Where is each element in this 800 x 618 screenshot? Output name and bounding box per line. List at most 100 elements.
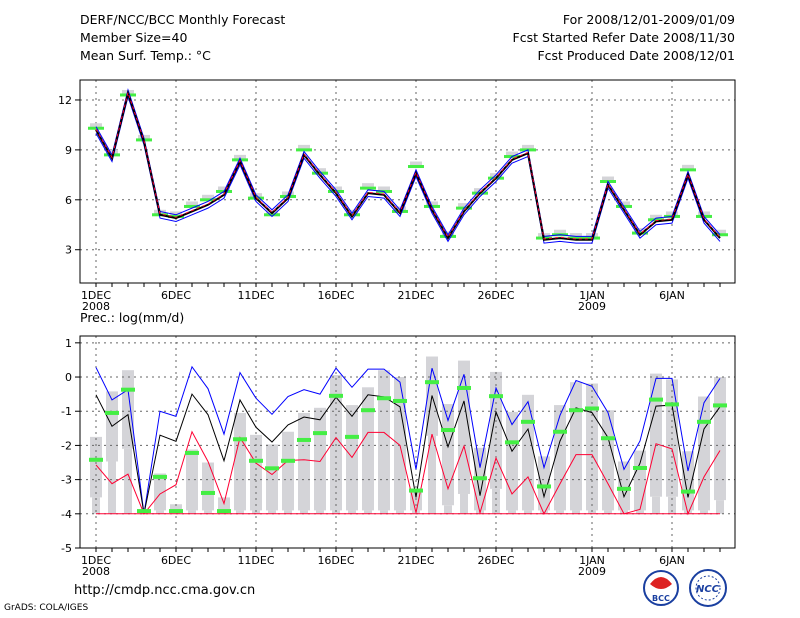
range-bar [314, 168, 326, 174]
range-bar-tail [300, 510, 308, 514]
range-bar-tail [188, 510, 196, 514]
observed-mark [105, 410, 119, 415]
y-tick-label: 1 [65, 337, 72, 350]
range-bar [522, 144, 534, 150]
range-bar [618, 461, 630, 511]
y-tick-label: 9 [65, 144, 72, 157]
mean-line [95, 393, 721, 514]
observed-mark [713, 403, 727, 408]
observed-mark [361, 408, 375, 413]
range-bar [602, 176, 614, 182]
observed-mark [168, 214, 184, 218]
range-bar [362, 183, 374, 189]
range-bar-tail [572, 510, 580, 514]
plot-frame [79, 335, 736, 549]
observed-mark [360, 186, 376, 190]
range-bar [410, 489, 422, 511]
observed-mark [489, 394, 503, 399]
observed-mark [457, 385, 471, 390]
variable-label: Mean Surf. Temp.: °C [80, 48, 211, 63]
observed-mark [617, 486, 631, 491]
range-bar-tail [444, 505, 452, 514]
range-bar [634, 450, 646, 511]
range-bar [378, 370, 390, 511]
y-tick-label: -3 [61, 474, 72, 487]
x-tick-sublabel: 2009 [578, 300, 606, 313]
grads-credit: GrADS: COLA/IGES [4, 603, 89, 613]
observed-mark [88, 126, 104, 130]
observed-mark [521, 419, 535, 424]
range-bar-tail [556, 510, 564, 514]
range-bar-tail [524, 510, 532, 514]
observed-mark [505, 440, 519, 445]
range-bar [170, 504, 182, 511]
observed-mark [297, 437, 311, 442]
lower-spread-line [95, 94, 721, 244]
range-bar [250, 434, 262, 511]
lower-line [95, 430, 721, 516]
observed-mark [264, 213, 280, 217]
range-bar-tail [396, 510, 404, 514]
precip-label: Prec.: log(mm/d) [80, 310, 185, 325]
range-bar-tail [492, 488, 500, 514]
x-tick-label: 6JAN [659, 554, 685, 567]
range-bar [170, 211, 182, 217]
y-tick-label: 12 [58, 94, 72, 107]
observed-mark [648, 218, 664, 222]
range-bar [282, 431, 294, 511]
range-bar [698, 211, 710, 217]
range-bar [266, 444, 278, 511]
observed-mark [681, 489, 695, 494]
website-url[interactable]: http://cmdp.ncc.cma.gov.cn [74, 583, 256, 598]
range-bar [682, 164, 694, 170]
range-bar [650, 373, 662, 497]
range-bar [426, 201, 438, 207]
range-bar-tail [652, 496, 660, 514]
range-bar [234, 412, 246, 511]
range-bar [186, 449, 198, 511]
range-bar [586, 383, 598, 511]
observed-mark [377, 396, 391, 401]
forecast-started: Fcst Started Refer Date 2008/11/30 [512, 30, 736, 45]
range-bar [618, 201, 630, 207]
range-bar-tail [348, 510, 356, 514]
range-bar [554, 405, 566, 511]
range-bar [122, 370, 134, 449]
observed-mark [185, 450, 199, 455]
x-tick-label: 6DEC [161, 554, 191, 567]
range-bar [666, 211, 678, 217]
y-tick-label: 3 [65, 244, 72, 257]
range-bar-tail [252, 510, 260, 514]
range-bar [202, 194, 214, 200]
observed-mark [568, 236, 584, 240]
range-bar [458, 203, 470, 209]
upper-line [95, 365, 721, 514]
range-bar-tail [700, 510, 708, 514]
range-bar-tail [588, 510, 596, 514]
range-bar [570, 233, 582, 239]
chart-title: DERF/NCC/BCC Monthly Forecast [80, 12, 286, 27]
observed-mark [233, 437, 247, 442]
observed-mark [569, 408, 583, 413]
range-bar [218, 186, 230, 192]
y-tick-label: 0 [65, 371, 72, 384]
plot-frame [79, 79, 736, 284]
observed-mark [441, 428, 455, 433]
range-bar [682, 451, 694, 511]
range-bar [298, 412, 310, 511]
observed-mark [200, 198, 216, 202]
range-bar-tail [540, 510, 548, 514]
range-bar [410, 161, 422, 167]
observed-mark [473, 476, 487, 481]
median-line [95, 90, 721, 240]
range-bar-tail [236, 510, 244, 514]
observed-mark [153, 474, 167, 479]
upper-spread-line [95, 88, 721, 237]
x-tick-sublabel: 2008 [82, 300, 110, 313]
observed-mark [296, 148, 312, 152]
range-bar [474, 188, 486, 194]
x-tick-label: 11DEC [237, 289, 274, 302]
